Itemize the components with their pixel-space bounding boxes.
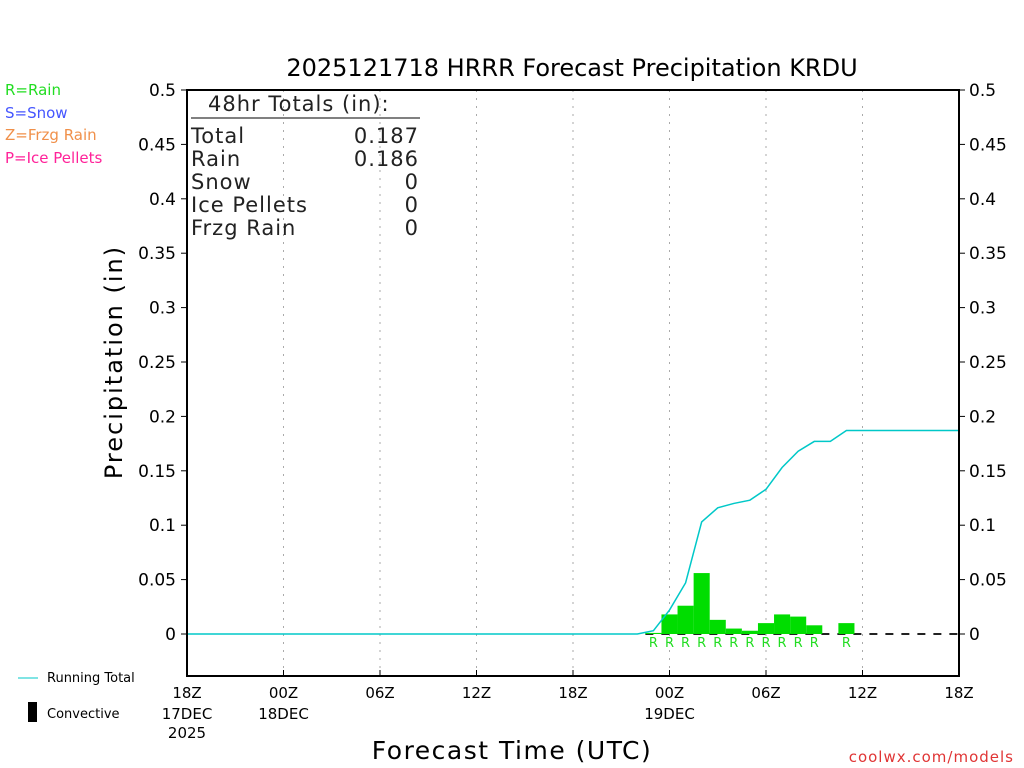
x-tick-label: 18Z <box>558 684 587 702</box>
legend-frzg-rain: Z=Frzg Rain <box>5 126 97 144</box>
totals-box: 48hr Totals (in): Total 0.187 Rain 0.186 Sno… <box>190 92 420 240</box>
precip-bar <box>757 623 775 634</box>
y-tick-label-right: 0.45 <box>969 135 1007 155</box>
y-tick-label-left: 0.1 <box>149 516 176 536</box>
y-tick-label-right: 0.1 <box>969 516 996 536</box>
plot-frame <box>186 89 960 677</box>
precip-type-label: R <box>745 636 754 651</box>
precip-bar <box>774 614 791 634</box>
precip-bar <box>790 616 807 634</box>
y-tick-label-left: 0.5 <box>149 81 176 101</box>
x-tick-label: 12Z <box>848 684 877 702</box>
precip-type-label: R <box>729 636 738 651</box>
convective-legend-label: Convective <box>47 707 120 722</box>
precip-bar <box>725 628 742 634</box>
chart-title: 2025121718 HRRR Forecast Precipitation K… <box>286 54 857 82</box>
y-tick-label-left: 0.05 <box>138 571 176 591</box>
x-tick-label: 06Z <box>751 684 780 702</box>
legend-snow: S=Snow <box>5 104 68 122</box>
totals-label: Frzg Rain <box>191 216 296 240</box>
precip-type-label: R <box>649 636 658 651</box>
precip-bar <box>741 630 758 634</box>
precip-type-label: R <box>842 636 851 651</box>
legend-ice-pellets: P=Ice Pellets <box>5 149 103 167</box>
y-tick-label-left: 0.15 <box>138 462 176 482</box>
totals-label: Snow <box>191 170 252 194</box>
precip-type-label: R <box>794 636 803 651</box>
precip-type-label: R <box>761 636 770 651</box>
totals-value: 0.187 <box>354 124 419 148</box>
precip-type-label: R <box>778 636 787 651</box>
x-tick-label: 00Z <box>269 684 298 702</box>
precip-bar <box>645 632 662 634</box>
y-tick-label-left: 0.4 <box>149 190 176 210</box>
x-tick-sublabel: 2025 <box>168 724 206 742</box>
precip-type-label: R <box>681 636 690 651</box>
precip-bar <box>677 605 694 634</box>
totals-label: Total <box>190 124 245 148</box>
precip-bar <box>693 573 710 634</box>
precip-bar <box>709 619 726 634</box>
y-tick-label-left: 0.45 <box>138 135 176 155</box>
totals-value: 0.186 <box>354 147 419 171</box>
precip-type-label: R <box>697 636 706 651</box>
totals-value: 0 <box>405 216 419 240</box>
y-tick-label-left: 0 <box>165 625 176 645</box>
totals-value: 0 <box>405 193 419 217</box>
legend-rain: R=Rain <box>5 81 61 99</box>
y-tick-label-right: 0 <box>969 625 980 645</box>
precip-type-label: R <box>713 636 722 651</box>
y-tick-label-right: 0.3 <box>969 299 996 319</box>
y-tick-label-right: 0.35 <box>969 244 1007 264</box>
y-tick-label-right: 0.25 <box>969 353 1007 373</box>
totals-header: 48hr Totals (in): <box>208 92 390 116</box>
x-tick-label: 00Z <box>655 684 684 702</box>
precip-type-label: R <box>665 636 674 651</box>
running-total-legend-label: Running Total <box>47 671 135 686</box>
x-tick-sublabel: 19DEC <box>644 705 695 723</box>
x-tick-label: 06Z <box>365 684 394 702</box>
x-tick-label: 12Z <box>462 684 491 702</box>
convective-legend-swatch <box>28 702 37 722</box>
y-tick-label-left: 0.25 <box>138 353 176 373</box>
precip-bar <box>838 623 855 634</box>
y-tick-label-right: 0.5 <box>969 81 996 101</box>
y-tick-label-right: 0.4 <box>969 190 996 210</box>
y-tick-label-right: 0.15 <box>969 462 1007 482</box>
y-axis-label: Precipitation (in) <box>100 245 128 479</box>
y-tick-label-right: 0.05 <box>969 571 1007 591</box>
totals-label: Ice Pellets <box>191 193 308 217</box>
precip-bar <box>806 625 823 634</box>
totals-label: Rain <box>191 147 241 171</box>
x-tick-sublabel: 18DEC <box>258 705 309 723</box>
running-total-line <box>187 429 959 635</box>
precip-type-label: R <box>810 636 819 651</box>
y-tick-label-left: 0.35 <box>138 244 176 264</box>
x-tick-label: 18Z <box>944 684 973 702</box>
y-tick-label-right: 0.2 <box>969 407 996 427</box>
x-axis-label: Forecast Time (UTC) <box>372 736 652 765</box>
y-tick-label-left: 0.3 <box>149 299 176 319</box>
credit-text: coolwx.com/models <box>849 748 1014 766</box>
x-tick-label: 18Z <box>172 684 201 702</box>
precip-bar <box>661 614 678 634</box>
totals-value: 0 <box>405 170 419 194</box>
y-tick-label-left: 0.2 <box>149 407 176 427</box>
x-tick-sublabel: 17DEC <box>162 705 213 723</box>
